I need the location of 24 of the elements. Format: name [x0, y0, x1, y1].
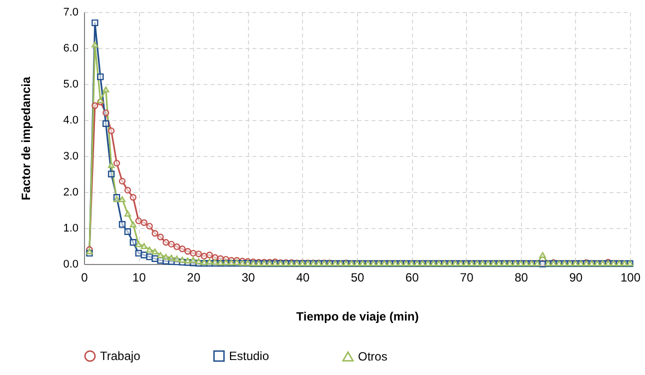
- x-tick-label: 80: [514, 270, 528, 284]
- y-tick-label: 0.0: [63, 258, 78, 270]
- x-tick-label: 10: [132, 270, 146, 284]
- legend-label: Trabajo: [100, 349, 141, 364]
- legend-label: Otros: [358, 349, 388, 364]
- x-axis-title: Tiempo de viaje (min): [296, 310, 419, 324]
- x-tick-label: 70: [460, 270, 474, 284]
- y-tick-label: 7.0: [63, 6, 78, 18]
- x-tick-label: 40: [296, 270, 310, 284]
- x-tick-label: 0: [81, 270, 88, 284]
- legend-label: Estudio: [229, 349, 270, 364]
- y-tick-label: 4.0: [63, 114, 78, 126]
- y-tick-label: 3.0: [63, 150, 78, 162]
- x-tick-label: 50: [350, 270, 364, 284]
- x-tick-label: 30: [242, 270, 256, 284]
- y-axis-title: Factor de impedancia: [19, 76, 34, 200]
- x-tick-label: 100: [620, 270, 641, 284]
- y-tick-label: 5.0: [63, 78, 78, 90]
- y-tick-label: 1.0: [63, 222, 78, 234]
- y-tick-label: 6.0: [63, 42, 78, 54]
- x-tick-label: 90: [569, 270, 583, 284]
- x-tick-label: 20: [187, 270, 201, 284]
- y-tick-label: 2.0: [63, 186, 78, 198]
- x-tick-label: 60: [405, 270, 420, 284]
